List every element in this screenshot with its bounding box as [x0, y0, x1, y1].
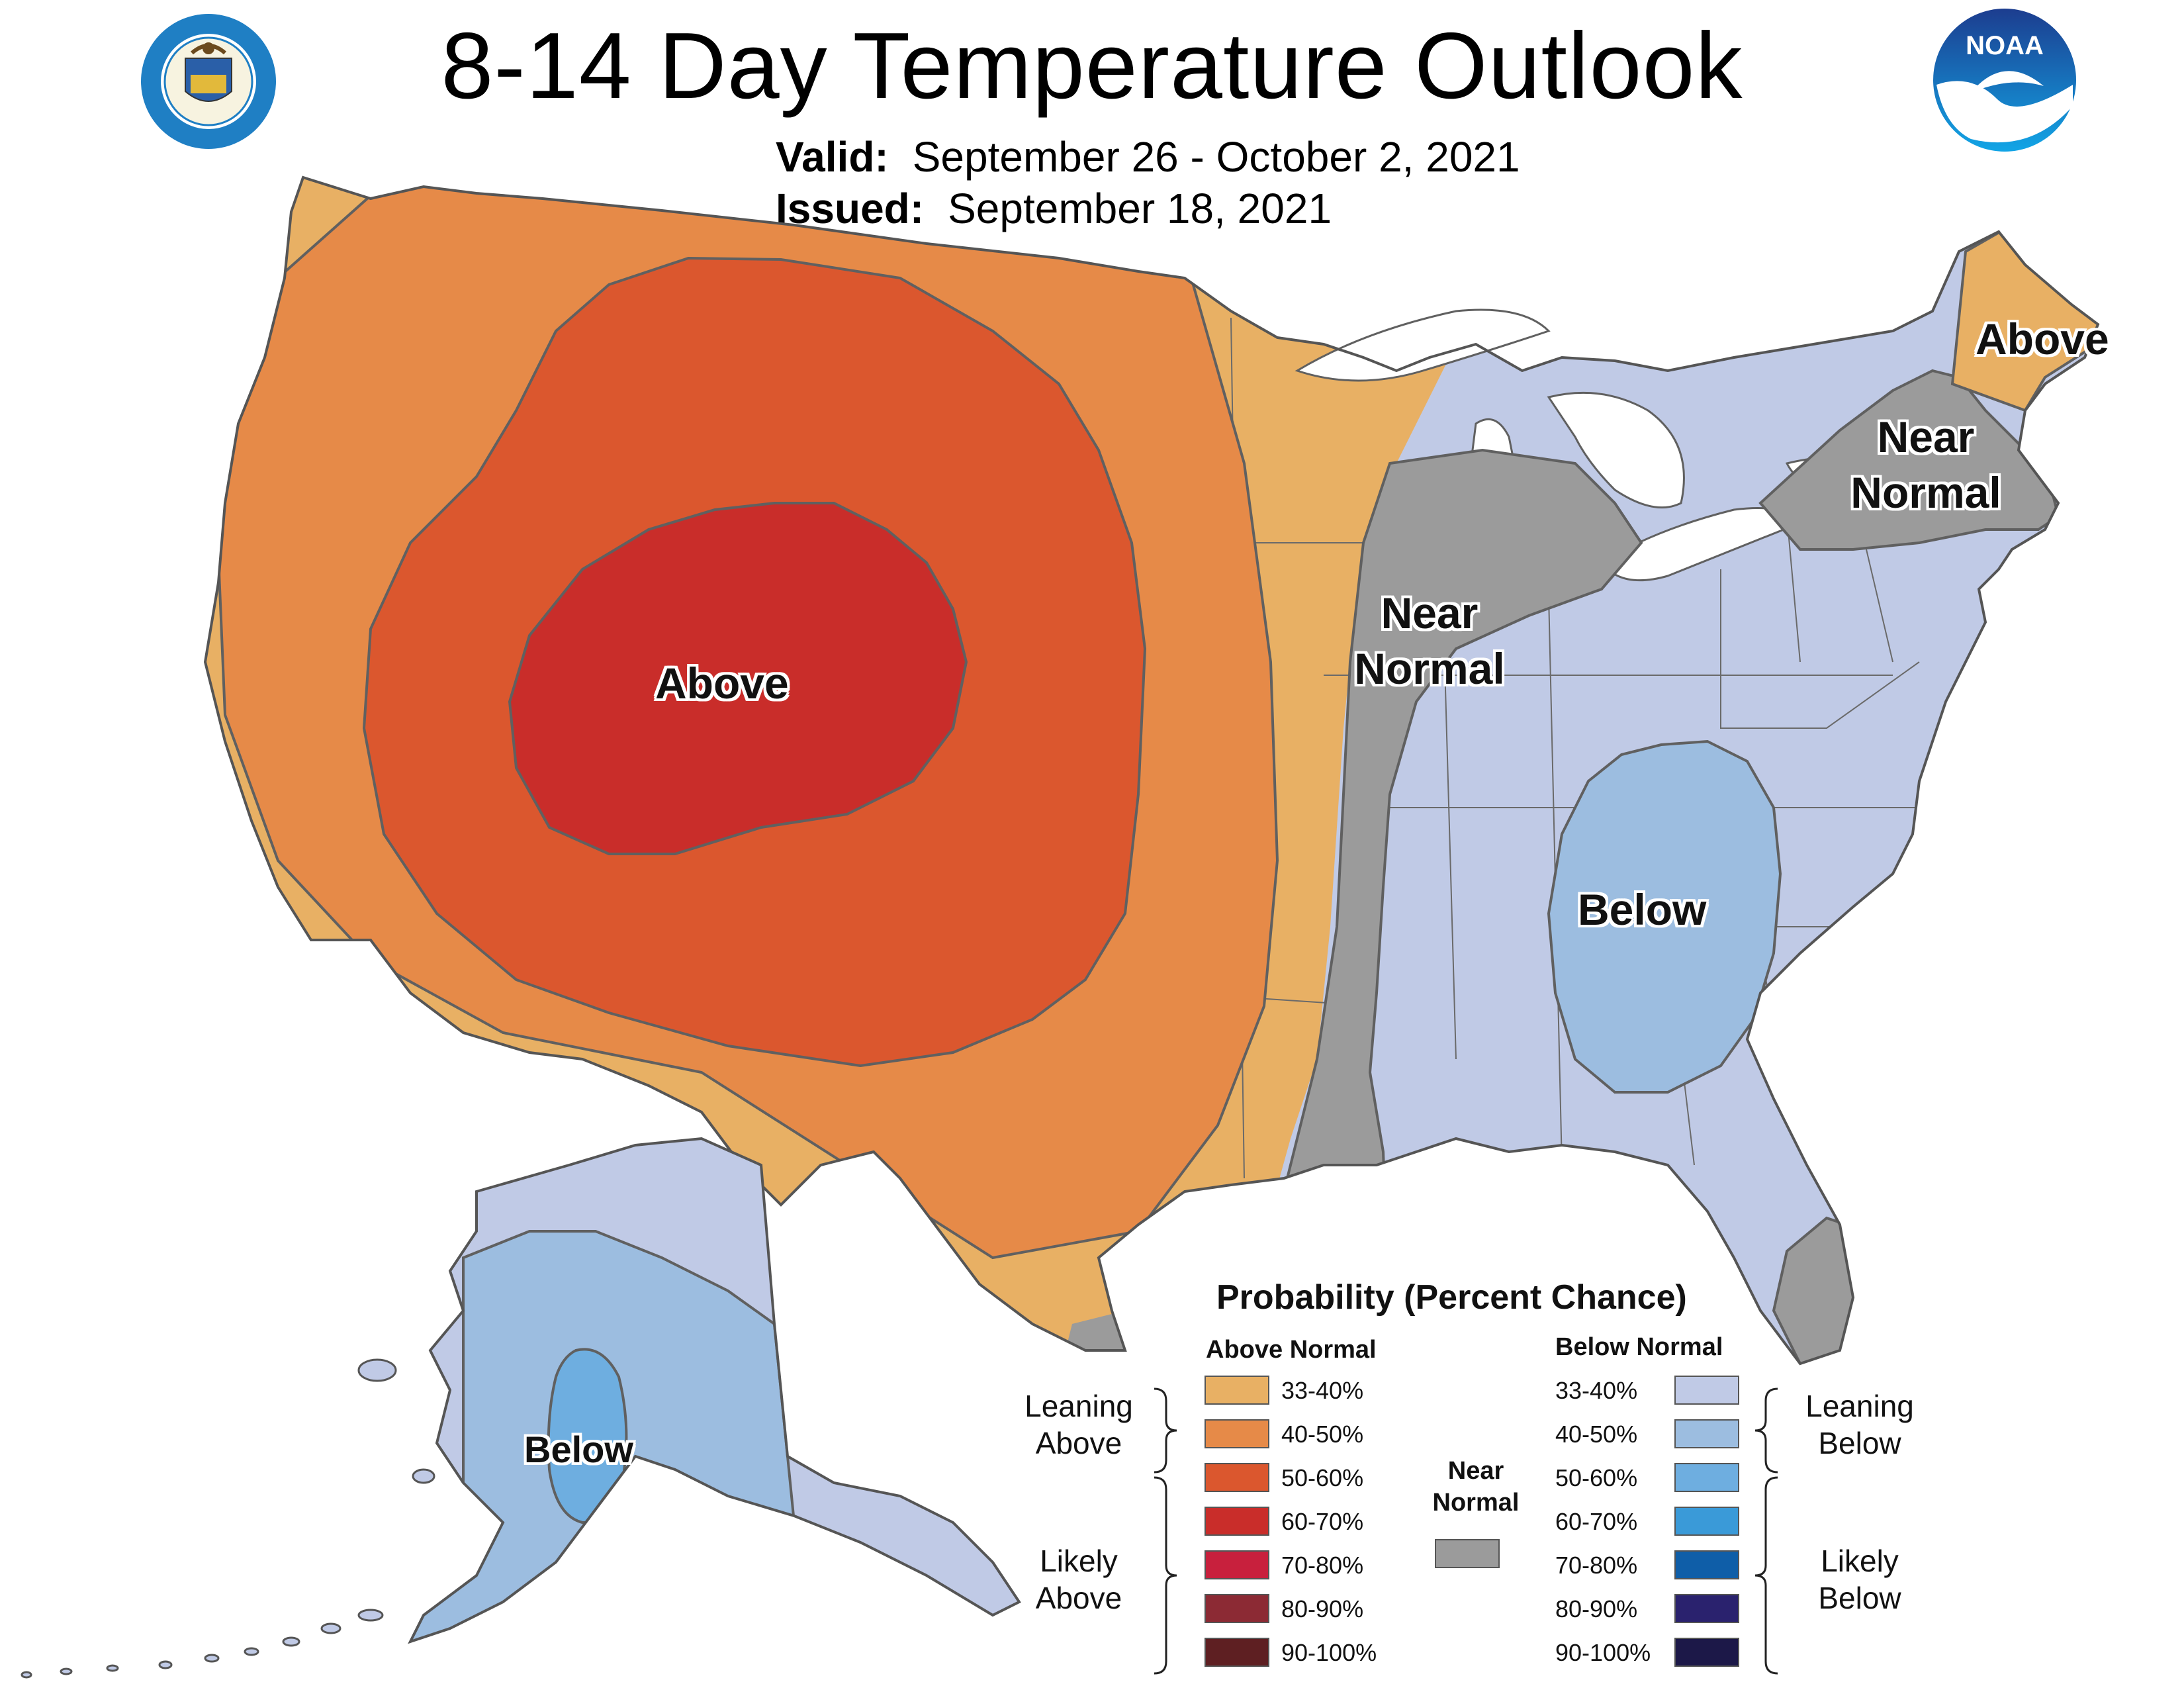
legend-above-percent-label: 90-100%	[1281, 1639, 1377, 1666]
legend-above-percent-label: 40-50%	[1281, 1421, 1364, 1448]
legend-below-percent-label: 40-50%	[1555, 1421, 1638, 1448]
legend-likely-below: Likely Below	[1818, 1544, 1901, 1615]
legend-below-percent-label: 70-80%	[1555, 1552, 1638, 1579]
legend-below-percent-label: 80-90%	[1555, 1595, 1638, 1622]
label-midwest-near-normal: Near Normal	[1354, 588, 1505, 693]
legend-above-percent-label: 60-70%	[1281, 1508, 1364, 1535]
legend-below-percent-label: 90-100%	[1555, 1639, 1651, 1666]
noaa-logo-icon: NOAA	[1933, 9, 2076, 152]
legend-above-percent-label: 80-90%	[1281, 1595, 1364, 1622]
commerce-seal-icon	[141, 14, 276, 149]
label-ak-below: Below	[524, 1429, 633, 1470]
legend-above-percent-label: 70-80%	[1281, 1552, 1364, 1579]
legend-below-percent-label: 33-40%	[1555, 1377, 1638, 1404]
legend-below-swatch	[1674, 1550, 1739, 1579]
conus-outline	[203, 175, 2100, 1366]
noaa-logo-text: NOAA	[1966, 31, 2044, 60]
brace-likely-below-icon	[1754, 1476, 1778, 1675]
page-title: 8-14 Day Temperature Outlook	[441, 13, 1743, 118]
legend-likely-above: Likely Above	[1035, 1544, 1122, 1615]
legend-above-percent-label: 33-40%	[1281, 1377, 1364, 1404]
label-se-below: Below	[1578, 885, 1707, 934]
legend-below-swatch	[1674, 1638, 1739, 1667]
legend-above-percent-label: 50-60%	[1281, 1464, 1364, 1491]
legend-below-swatch	[1674, 1419, 1739, 1448]
legend-above-swatch	[1205, 1507, 1269, 1536]
legend-near-normal-swatch	[1435, 1539, 1500, 1568]
brace-leaning-below-icon	[1754, 1387, 1778, 1474]
valid-label: Valid:	[776, 133, 889, 181]
legend-above-swatch	[1205, 1463, 1269, 1492]
brace-likely-above-icon	[1154, 1476, 1177, 1675]
legend-title: Probability (Percent Chance)	[1216, 1278, 1687, 1317]
issued-value: September 18, 2021	[948, 185, 1332, 232]
aleutian-islands	[21, 1358, 435, 1679]
brace-leaning-above-icon	[1154, 1387, 1177, 1474]
label-ne-above: Above	[1976, 314, 2109, 363]
legend-near-normal-label: Near Normal	[1432, 1457, 1520, 1517]
legend-below-percent-label: 60-70%	[1555, 1508, 1638, 1535]
legend-leaning-above: Leaning Above	[1024, 1389, 1133, 1460]
valid-line: Valid: September 26 - October 2, 2021	[776, 132, 1520, 181]
legend-above-swatch	[1205, 1419, 1269, 1448]
legend-above-swatch	[1205, 1638, 1269, 1667]
legend-above-swatch	[1205, 1594, 1269, 1623]
legend-below-swatch	[1674, 1463, 1739, 1492]
label-west-above: Above	[655, 659, 789, 708]
legend-below-swatch	[1674, 1594, 1739, 1623]
valid-value: September 26 - October 2, 2021	[912, 133, 1520, 181]
legend-below-percent-label: 50-60%	[1555, 1464, 1638, 1491]
legend-below-swatch	[1674, 1376, 1739, 1405]
legend-leaning-below: Leaning Below	[1805, 1389, 1914, 1460]
issued-label: Issued:	[776, 185, 925, 232]
alaska-outline	[408, 1137, 1021, 1644]
legend-below-header: Below Normal	[1555, 1333, 1723, 1361]
legend-above-swatch	[1205, 1376, 1269, 1405]
legend-below-swatch	[1674, 1507, 1739, 1536]
legend-above-swatch	[1205, 1550, 1269, 1579]
label-ne-near-normal: Near Normal	[1850, 412, 2001, 517]
issued-line: Issued: September 18, 2021	[776, 184, 1332, 233]
legend-above-header: Above Normal	[1206, 1336, 1377, 1364]
